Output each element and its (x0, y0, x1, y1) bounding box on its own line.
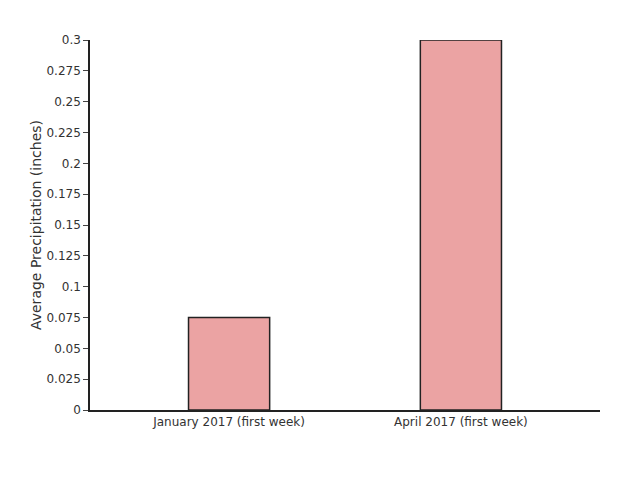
svg-text:0.225: 0.225 (46, 126, 80, 140)
svg-text:0.275: 0.275 (46, 64, 80, 78)
svg-text:0.3: 0.3 (62, 33, 81, 47)
svg-text:0.1: 0.1 (62, 280, 81, 294)
svg-text:0.25: 0.25 (54, 95, 81, 109)
svg-text:Average Precipitation (inches): Average Precipitation (inches) (28, 120, 44, 330)
svg-text:January 2017 (first week): January 2017 (first week) (152, 415, 305, 429)
svg-text:0.2: 0.2 (62, 157, 81, 171)
svg-text:0.125: 0.125 (46, 249, 80, 263)
svg-text:0.175: 0.175 (46, 187, 80, 201)
svg-text:0.05: 0.05 (54, 342, 81, 356)
svg-text:0.15: 0.15 (54, 218, 81, 232)
svg-text:April 2017 (first week): April 2017 (first week) (394, 415, 528, 429)
svg-text:0.025: 0.025 (46, 372, 80, 386)
svg-text:0.075: 0.075 (46, 311, 80, 325)
svg-text:0: 0 (73, 403, 81, 417)
